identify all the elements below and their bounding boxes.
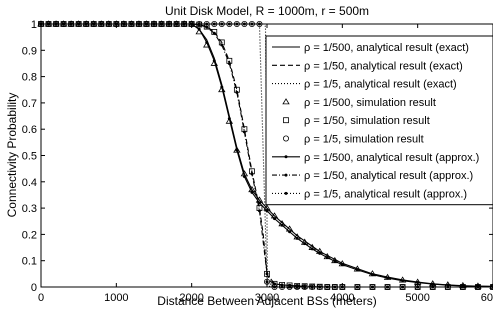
series-7-point (325, 256, 329, 260)
y-tick-label: 0.9 (22, 45, 37, 57)
series-7-point (386, 276, 390, 280)
legend-marker (283, 117, 289, 124)
legend: ρ = 1/500, analytical result (exact) ρ = … (265, 35, 493, 206)
series-8-point (250, 172, 254, 176)
x-axis-label: Distance Between Adjacent BSs (meters) (157, 294, 376, 308)
legend-entry: ρ = 1/500, analytical result (exact) (272, 42, 469, 54)
y-tick-label: 0.1 (22, 256, 37, 268)
series-8-point (220, 43, 224, 47)
legend-box (265, 35, 493, 206)
legend-label: ρ = 1/50, simulation result (304, 115, 430, 127)
legend-entry: ρ = 1/500, analytical result (approx.) (272, 152, 479, 164)
series-4-point (218, 85, 226, 93)
legend-entry: ρ = 1/50, analytical result (exact) (272, 60, 463, 72)
series-7-point (273, 217, 277, 221)
legend-entry: ρ = 1/5, analytical result (approx.) (272, 188, 467, 200)
legend-entry: ρ = 1/500, simulation result (282, 97, 436, 109)
legend-marker (284, 155, 288, 159)
series-8-point (280, 283, 284, 287)
series-7-point (227, 117, 231, 121)
y-tick-label: 0.2 (22, 229, 37, 241)
legend-entry: ρ = 1/5, analytical result (exact) (272, 79, 457, 91)
legend-label: ρ = 1/50, analytical result (approx.) (304, 170, 473, 182)
y-tick-label: 0.5 (22, 151, 37, 163)
legend-label: ρ = 1/5, analytical result (exact) (304, 79, 457, 91)
x-tick-label: 0 (38, 292, 44, 304)
legend-entry: ρ = 1/50, simulation result (283, 115, 430, 127)
y-tick-label: 0.3 (22, 203, 37, 215)
y-tick-label: 0.8 (22, 72, 37, 84)
series-9-point (265, 280, 269, 284)
series-7-point (212, 59, 216, 63)
legend-entry: ρ = 1/5, simulation result (282, 134, 424, 146)
legend-marker (284, 191, 288, 195)
series-8-point (212, 31, 216, 35)
series-4-point (203, 41, 211, 48)
series-4-point (210, 59, 218, 66)
series-7-point (416, 281, 420, 285)
y-axis-label: Connectivity Probability (5, 93, 19, 218)
series-7-point (242, 175, 246, 179)
series-8-point (257, 209, 261, 213)
series-7-point (235, 148, 239, 152)
x-tick-label: 3000 (255, 292, 279, 304)
series-8-point (273, 282, 277, 286)
legend-label: ρ = 1/5, simulation result (304, 134, 424, 146)
series-8-point (227, 61, 231, 65)
y-tick-label: 0.6 (22, 124, 37, 136)
series-7-point (303, 242, 307, 246)
x-tick-label: 5000 (405, 292, 429, 304)
series-7-point (257, 201, 261, 205)
series-8-point (205, 25, 209, 29)
series-7-point (197, 27, 201, 31)
chart-title: Unit Disk Model, R = 1000m, r = 500m (165, 4, 369, 18)
series-7-point (265, 209, 269, 213)
series-7-point (280, 223, 284, 227)
legend-marker (282, 98, 290, 105)
legend-label: ρ = 1/500, analytical result (exact) (304, 42, 469, 54)
series-4-point (225, 117, 234, 124)
series-4-point (233, 146, 241, 153)
series-8-point (242, 130, 246, 134)
x-tick-label: 1000 (104, 292, 128, 304)
series-7-point (310, 247, 314, 251)
series-7-point (295, 236, 299, 240)
series-7-point (355, 268, 359, 272)
series-7-point (220, 85, 224, 89)
legend-marker (284, 173, 288, 177)
series-7-point (370, 273, 374, 277)
series-1-line (41, 23, 493, 288)
series-7-point (333, 259, 337, 263)
legend-label: ρ = 1/500, analytical result (approx.) (304, 152, 479, 164)
series-1 (41, 23, 493, 288)
series-8-point (235, 90, 239, 94)
series-7-point (318, 251, 322, 255)
legend-entry: ρ = 1/50, analytical result (approx.) (272, 170, 473, 182)
legend-marker (282, 135, 289, 142)
series-7-point (340, 263, 344, 267)
x-tick-label: 4000 (330, 292, 354, 304)
series-7-point (431, 282, 435, 286)
x-tick-label: 2000 (179, 292, 203, 304)
series-7-point (250, 190, 254, 194)
y-tick-label: 0.7 (22, 98, 37, 110)
y-tick-label: 1 (31, 19, 37, 31)
series-7-point (205, 40, 209, 44)
legend-label: ρ = 1/5, analytical result (approx.) (304, 188, 467, 200)
legend-label: ρ = 1/500, simulation result (304, 97, 436, 109)
series-7-point (401, 279, 405, 283)
y-tick-label: 0 (31, 282, 37, 294)
y-tick-label: 0.4 (22, 177, 37, 189)
series-7-point (288, 230, 292, 234)
legend-label: ρ = 1/50, analytical result (exact) (304, 60, 463, 72)
